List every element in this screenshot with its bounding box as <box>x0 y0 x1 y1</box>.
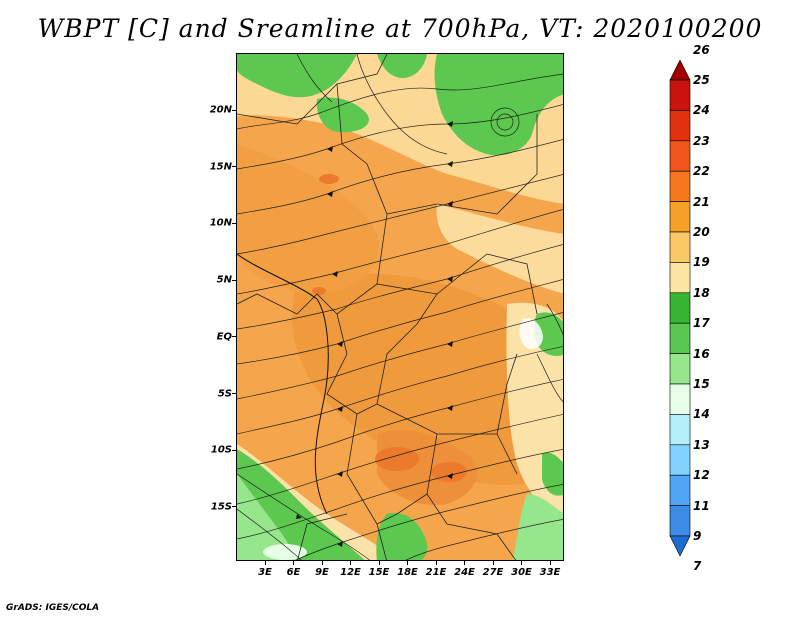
lat-tick <box>232 109 236 111</box>
lon-label: 21E <box>425 567 447 578</box>
lat-label: 5S <box>217 388 232 399</box>
lat-tick <box>232 393 236 394</box>
lat-tick <box>232 222 236 224</box>
lat-label: 15N <box>209 161 232 173</box>
colorbar-label: 21 <box>693 194 710 209</box>
lat-label: 10S <box>210 444 232 456</box>
colorbar-label: 25 <box>693 73 710 87</box>
lon-label: 3E <box>258 567 272 578</box>
colorbar-segment <box>669 383 691 415</box>
map-panel <box>236 53 564 561</box>
lon-label: 30E <box>511 567 532 578</box>
lat-tick <box>232 506 236 508</box>
lon-tick <box>407 561 408 565</box>
colorbar-label: 24 <box>693 103 710 118</box>
lat-tick <box>232 166 236 168</box>
colorbar <box>669 60 691 557</box>
lat-label: 15S <box>210 501 232 513</box>
wbpt-field <box>237 54 563 560</box>
lat-label: 10N <box>209 217 232 229</box>
lon-label: 33E <box>539 567 561 578</box>
colorbar-label: 26 <box>693 42 710 57</box>
lat-label: 20N <box>209 104 232 116</box>
colorbar-segment <box>669 262 691 294</box>
colorbar-label: 17 <box>693 316 710 331</box>
colorbar-label: 11 <box>693 498 710 513</box>
chart-title: WBPT [C] and Sreamline at 700hPa, VT: 20… <box>37 14 763 43</box>
colorbar-segment <box>669 353 691 385</box>
lon-tick <box>321 561 323 565</box>
lon-label: 9E <box>315 567 329 578</box>
colorbar-segment <box>669 414 691 446</box>
colorbar-segment <box>669 110 691 142</box>
colorbar-segment <box>669 60 691 81</box>
colorbar-label: 20 <box>693 225 710 239</box>
colorbar-segment <box>669 505 691 537</box>
lon-label: 12E <box>340 567 361 578</box>
colorbar-segment <box>669 322 691 354</box>
credit-text: GrADS: IGES/COLA <box>6 603 100 613</box>
lon-label: 24E <box>454 567 475 578</box>
colorbar-label: 23 <box>693 133 710 148</box>
lat-tick <box>232 449 236 451</box>
lon-tick <box>293 561 294 565</box>
colorbar-label: 13 <box>693 437 710 452</box>
lon-label: 18E <box>397 567 418 578</box>
colorbar-segment <box>669 231 691 263</box>
lon-label: 15E <box>368 567 390 578</box>
lon-tick <box>435 561 437 565</box>
colorbar-segment <box>669 140 691 172</box>
lon-tick <box>521 561 522 565</box>
colorbar-segment <box>669 292 691 324</box>
lon-tick <box>264 561 266 565</box>
lon-tick <box>350 561 351 565</box>
colorbar-label: 12 <box>693 468 710 483</box>
lon-tick <box>464 561 465 565</box>
lat-tick <box>232 279 236 281</box>
lat-label: 5N <box>216 274 232 286</box>
colorbar-label: 22 <box>693 164 710 179</box>
lat-tick <box>232 336 236 338</box>
lon-label: 6E <box>286 567 301 578</box>
colorbar-label: 14 <box>693 407 710 422</box>
colorbar-segment <box>669 170 691 202</box>
colorbar-label: 15 <box>693 377 710 391</box>
lon-tick <box>549 561 551 565</box>
colorbar-label: 19 <box>693 255 710 270</box>
colorbar-label: 7 <box>693 559 702 574</box>
lat-label: EQ <box>216 331 232 343</box>
colorbar-segment <box>669 79 691 111</box>
colorbar-label: 16 <box>693 346 710 361</box>
lon-label: 27E <box>482 567 504 578</box>
colorbar-segment <box>669 201 691 233</box>
colorbar-segment <box>669 474 691 506</box>
colorbar-label: 18 <box>693 285 710 300</box>
lon-tick <box>378 561 380 565</box>
colorbar-segment <box>669 535 691 557</box>
colorbar-label: 9 <box>693 529 702 543</box>
colorbar-segment <box>669 444 691 476</box>
lon-tick <box>492 561 494 565</box>
